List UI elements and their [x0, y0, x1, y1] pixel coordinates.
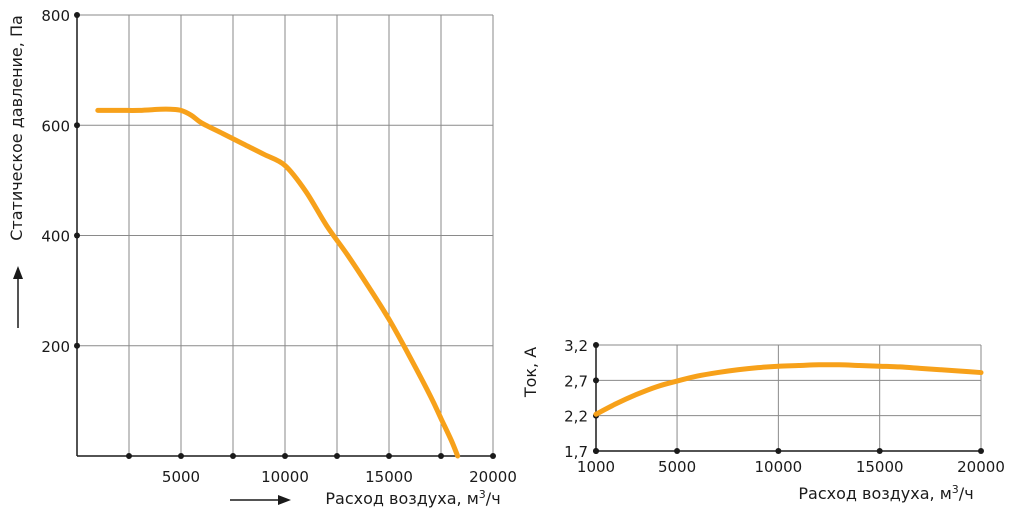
x-tick-dot: [386, 453, 392, 459]
x-tick-label: 5000: [162, 468, 200, 486]
x-tick-dot: [978, 448, 984, 454]
series-line: [593, 362, 984, 417]
y-tick-label: 200: [41, 338, 70, 356]
x-tick-dot: [490, 453, 496, 459]
y-axis-title: Статическое давление, Па: [7, 15, 26, 241]
y-direction-arrow-icon: [13, 266, 23, 279]
y-tick-dot: [74, 12, 80, 18]
axis-arrows: [13, 266, 291, 505]
x-tick-dot: [674, 448, 681, 454]
x-tick-label: 10000: [755, 458, 803, 476]
x-axis-title: Расход воздуха, м3/ч: [798, 483, 973, 503]
y-tick-dot: [593, 342, 599, 348]
y-tick-label: 2,2: [564, 408, 588, 426]
x-tick-label: 10000: [261, 468, 309, 486]
x-tick-label: 15000: [856, 458, 904, 476]
x-axis-title: Расход воздуха, м3/ч: [325, 488, 500, 508]
x-tick-dot: [438, 453, 444, 459]
y-tick-dot: [74, 122, 80, 129]
y-tick-label: 800: [41, 7, 70, 25]
y-tick-dot: [74, 232, 80, 239]
x-tick-dot: [178, 453, 184, 459]
y-tick-label: 400: [41, 228, 70, 246]
y-axis-title: Ток, А: [521, 347, 540, 398]
y-tick-label: 600: [41, 117, 70, 135]
x-tick-label: 5000: [658, 458, 696, 476]
x-tick-dot: [126, 453, 132, 459]
y-tick-label: 3,2: [564, 337, 588, 355]
y-tick-dot: [74, 342, 80, 349]
y-tick-dot: [593, 448, 599, 454]
x-tick-label: 1000: [577, 458, 615, 476]
x-tick-label: 20000: [957, 458, 1005, 476]
x-tick-dot: [282, 453, 288, 459]
x-tick-dot: [230, 453, 236, 459]
pressure-chart: 5000 10000 15000 20000 200 400 600 800 Расход во…: [7, 7, 517, 508]
current-chart: 1000 5000 10000 15000 20000 1,7 2,2 2,7 3,2 Расхо…: [521, 337, 1005, 503]
y-tick-label: 2,7: [564, 372, 588, 390]
x-tick-dot: [876, 448, 883, 454]
x-tick-label: 15000: [365, 468, 413, 486]
x-tick-dot: [775, 448, 782, 454]
x-tick-label: 20000: [469, 468, 517, 486]
y-tick-dot: [593, 377, 599, 384]
y-tick-label: 1,7: [564, 443, 588, 461]
series-line: [95, 106, 461, 459]
x-tick-dot: [334, 453, 340, 459]
x-direction-arrow-icon: [278, 495, 291, 505]
